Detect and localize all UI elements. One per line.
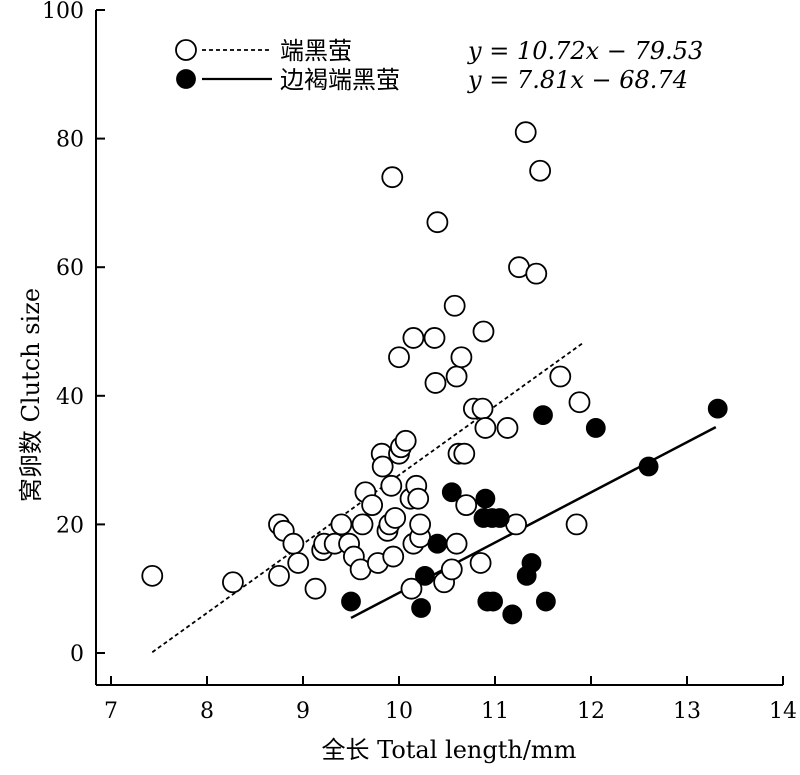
open-point <box>361 494 384 517</box>
y-tick-label: 100 <box>42 0 84 24</box>
open-point <box>443 294 466 317</box>
filled-point <box>585 418 606 438</box>
open-point <box>426 211 449 234</box>
open-point <box>471 397 494 420</box>
open-point <box>453 442 476 465</box>
open-point <box>402 327 425 349</box>
filled-point <box>415 565 435 586</box>
open-point <box>423 327 446 349</box>
data-points <box>141 121 728 625</box>
open-point <box>282 532 305 555</box>
open-point <box>525 262 548 285</box>
open-point <box>400 577 423 600</box>
open-point <box>445 532 468 555</box>
open-point <box>388 346 410 369</box>
y-tick-label: 0 <box>70 642 84 667</box>
filled-point <box>475 488 496 509</box>
x-tick-label: 11 <box>481 699 509 724</box>
y-tick-label: 80 <box>56 128 84 153</box>
open-point <box>268 564 290 587</box>
filled-point <box>411 598 431 618</box>
y-tick-label: 20 <box>56 513 84 538</box>
x-tick-label: 10 <box>385 699 413 724</box>
open-point <box>474 417 497 439</box>
y-axis-label: 窝卵数 Clutch size <box>17 288 45 502</box>
open-point <box>549 365 572 388</box>
open-point <box>529 159 552 182</box>
x-tick-label: 14 <box>769 699 797 724</box>
axes: 7 8 9 10 11 12 13 14 0 20 40 60 80 100 <box>42 0 797 724</box>
legend: 端黑萤 y = 10.72x − 79.53 边褐端黑萤 y = 7.81x − 68… <box>175 37 703 94</box>
open-point <box>371 455 394 478</box>
open-point <box>394 429 417 452</box>
filled-point <box>638 456 659 477</box>
x-tick-label: 13 <box>673 699 701 724</box>
y-tick-label: 40 <box>56 385 84 410</box>
open-point <box>304 577 327 600</box>
x-tick-label: 12 <box>577 699 605 724</box>
open-point <box>568 391 591 414</box>
legend-marker-2 <box>176 69 196 89</box>
open-point <box>565 513 588 536</box>
open-point <box>407 487 430 510</box>
x-tick-label: 8 <box>200 699 214 724</box>
open-point <box>450 346 473 369</box>
open-point <box>496 417 519 439</box>
open-point <box>222 571 244 594</box>
filled-point <box>502 604 523 625</box>
open-point <box>382 545 405 568</box>
open-point <box>472 320 495 343</box>
open-point <box>469 552 492 574</box>
regression-line-1 <box>151 342 584 653</box>
legend-name-2: 边褐端黑萤 <box>280 66 400 94</box>
open-point <box>440 558 463 581</box>
y-tick-label: 60 <box>56 256 84 281</box>
open-point <box>514 121 537 144</box>
open-point <box>424 372 447 394</box>
filled-point <box>533 405 553 425</box>
legend-name-1: 端黑萤 <box>280 37 352 65</box>
legend-equation-2: y = 7.81x − 68.74 <box>467 66 688 94</box>
filled-point <box>521 553 542 573</box>
open-point <box>330 513 353 536</box>
open-point <box>381 166 404 189</box>
x-tick-label: 9 <box>296 699 310 724</box>
open-point <box>141 564 164 587</box>
filled-point <box>489 508 510 528</box>
filled-point <box>441 482 462 503</box>
legend-equation-1: y = 10.72x − 79.53 <box>467 37 703 65</box>
open-point <box>287 552 310 574</box>
legend-marker-1 <box>175 39 197 61</box>
open-point <box>455 494 478 517</box>
open-point <box>384 507 407 529</box>
filled-point <box>483 591 503 612</box>
filled-point <box>707 398 728 419</box>
filled-point <box>341 591 361 612</box>
open-point <box>409 513 432 536</box>
filled-point <box>535 591 556 612</box>
open-point <box>351 513 374 536</box>
open-point <box>445 365 468 388</box>
x-axis-label: 全长 Total length/mm <box>322 736 577 764</box>
filled-point <box>427 533 448 554</box>
x-tick-label: 7 <box>104 699 118 724</box>
open-point <box>380 474 403 497</box>
